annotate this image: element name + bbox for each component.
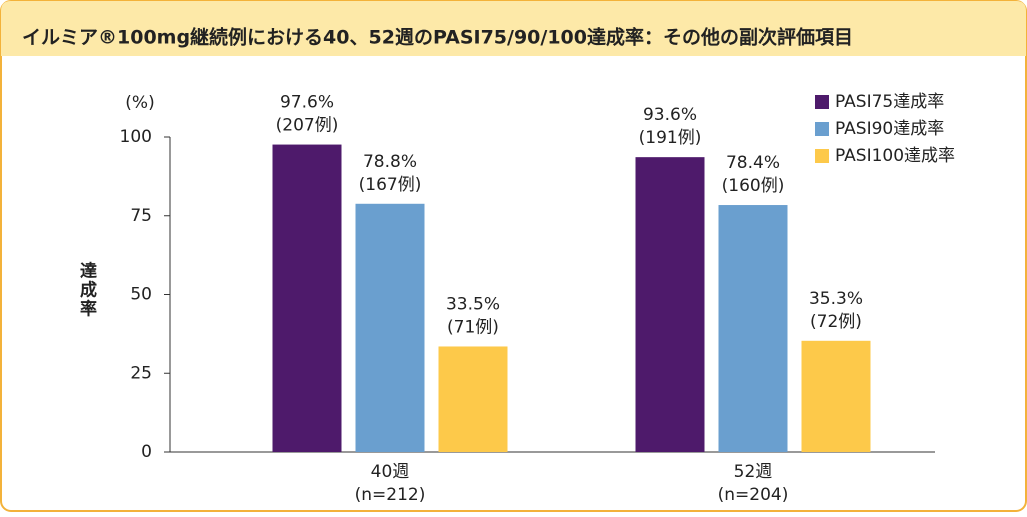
bar bbox=[438, 346, 508, 452]
legend-swatch bbox=[815, 95, 829, 109]
data-label: 97.6% bbox=[280, 93, 334, 113]
data-label: 33.5% bbox=[446, 294, 500, 314]
bar bbox=[801, 340, 871, 452]
data-label: 78.8% bbox=[363, 152, 417, 172]
legend-label: PASI90達成率 bbox=[835, 119, 944, 139]
data-label: 78.4% bbox=[726, 153, 780, 173]
y-tick-label: 75 bbox=[130, 206, 152, 226]
data-sublabel: (160例) bbox=[722, 176, 785, 196]
data-label: 93.6% bbox=[643, 105, 697, 125]
y-unit: (%) bbox=[125, 93, 154, 113]
data-label: 35.3% bbox=[809, 289, 863, 309]
bar bbox=[272, 144, 342, 452]
chart-title: イルミア®100mg継続例における40、52週のPASI75/90/100達成率… bbox=[22, 26, 853, 49]
y-axis-label: 達成率 bbox=[76, 261, 97, 318]
bar bbox=[635, 157, 705, 452]
x-tick-label: 40週 bbox=[371, 462, 410, 482]
legend-label: PASI100達成率 bbox=[835, 146, 955, 166]
legend-swatch bbox=[815, 122, 829, 136]
y-tick-label: 0 bbox=[141, 442, 152, 462]
y-tick-label: 25 bbox=[130, 363, 152, 383]
y-tick-label: 100 bbox=[120, 127, 152, 147]
data-sublabel: (167例) bbox=[359, 175, 422, 195]
x-tick-sublabel: (n=204) bbox=[718, 485, 789, 505]
data-sublabel: (72例) bbox=[810, 312, 862, 332]
bar bbox=[355, 203, 425, 452]
x-tick-sublabel: (n=212) bbox=[355, 485, 426, 505]
legend-swatch bbox=[815, 149, 829, 163]
x-tick-label: 52週 bbox=[734, 462, 773, 482]
header-bar bbox=[1, 1, 1026, 56]
data-sublabel: (191例) bbox=[639, 128, 702, 148]
data-sublabel: (207例) bbox=[276, 116, 339, 136]
y-tick-label: 50 bbox=[130, 285, 152, 305]
data-sublabel: (71例) bbox=[447, 317, 499, 337]
legend-label: PASI75達成率 bbox=[835, 92, 944, 112]
bar bbox=[718, 205, 788, 452]
